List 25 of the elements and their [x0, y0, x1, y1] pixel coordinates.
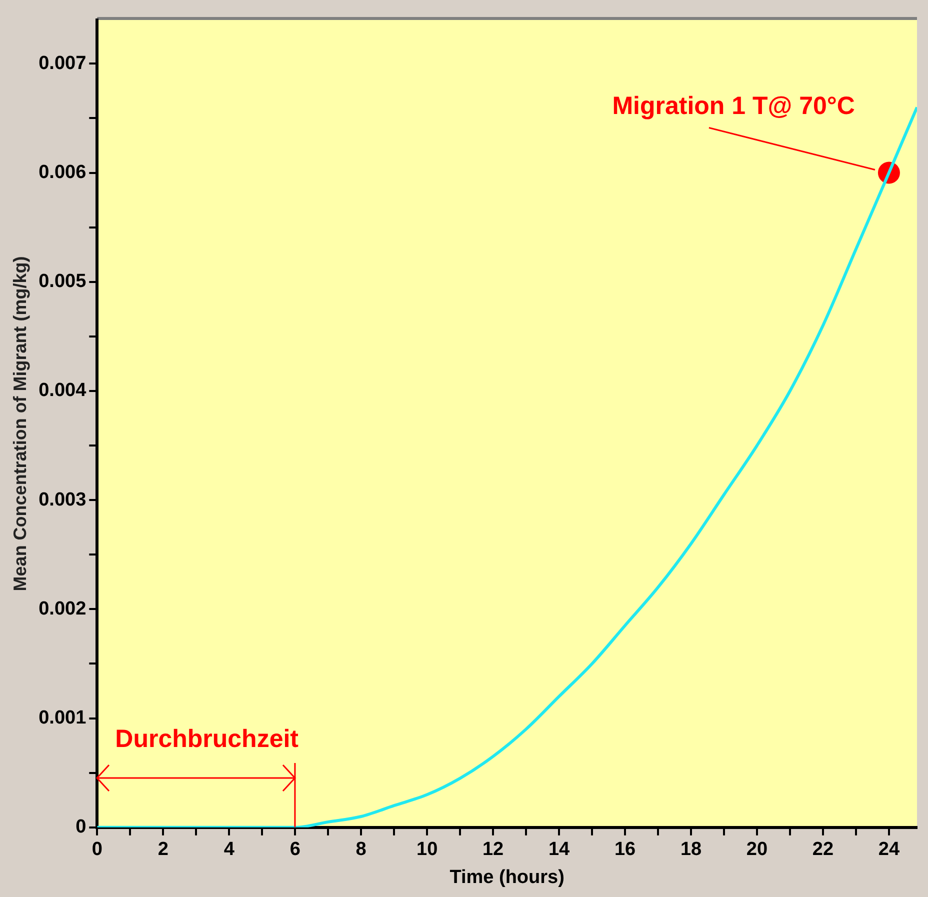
y-tick-label: 0.006 — [38, 162, 86, 183]
annotation: Durchbruchzeit — [115, 724, 300, 753]
y-tick-label: 0 — [76, 816, 86, 838]
x-tick-label: 16 — [614, 839, 636, 860]
x-tick-label: 4 — [224, 839, 235, 860]
x-tick-label: 6 — [290, 839, 300, 860]
x-tick-label: 20 — [746, 839, 768, 860]
y-tick-label: 0.004 — [38, 380, 87, 402]
x-tick-label: 14 — [548, 839, 570, 860]
x-tick-label: 18 — [680, 839, 702, 860]
x-axis-title: Time (hours) — [450, 866, 564, 888]
annotation: Migration 1 T@ 70°C — [612, 92, 855, 120]
y-tick-label: 0.005 — [38, 271, 87, 292]
y-tick-label: 0.007 — [38, 52, 86, 74]
x-tick-label: 2 — [158, 839, 168, 860]
x-tick-label: 22 — [812, 839, 834, 860]
x-tick-label: 10 — [416, 839, 438, 860]
x-tick-label: 24 — [878, 839, 900, 860]
y-axis-title: Mean Concentration of Migrant (mg/kg) — [10, 256, 30, 592]
x-tick-label: 8 — [356, 839, 366, 860]
x-tick-label: 12 — [482, 839, 504, 860]
x-tick-label: 0 — [92, 839, 102, 860]
y-tick-label: 0.002 — [38, 598, 86, 620]
y-tick-label: 0.001 — [38, 708, 87, 729]
y-tick-label: 0.003 — [38, 489, 86, 510]
